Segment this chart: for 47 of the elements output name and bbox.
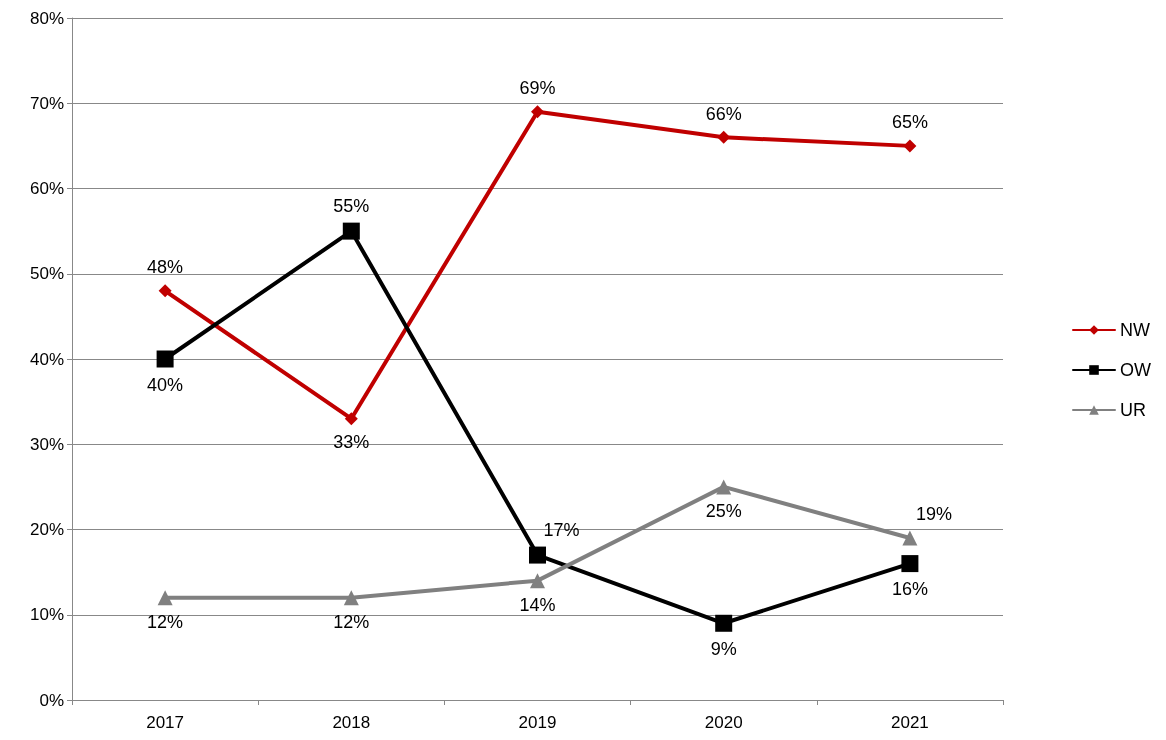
point [158,284,172,298]
data-label: 12% [333,612,370,633]
y-tick-label: 70% [29,93,64,113]
x-tick-label: 2020 [704,713,743,732]
data-label: 14% [519,595,556,616]
point [156,350,174,368]
point [529,546,546,564]
point [901,555,919,573]
y-tick-label: 30% [29,434,64,454]
data-label: 66% [705,103,742,124]
y-tick-label: 40% [29,349,64,369]
point [530,573,545,589]
data-label: 40% [147,374,184,395]
x-tick-label: 2021 [890,713,929,732]
legend-label: NW [1120,320,1151,340]
data-label: 25% [705,501,742,522]
data-label: 12% [147,612,184,633]
data-label: 16% [891,579,928,600]
point [903,139,917,153]
point [717,130,731,144]
y-tick-label: 80% [29,8,64,28]
data-label: 65% [891,112,928,133]
x-tick-label: 2019 [518,713,557,732]
point [343,590,359,606]
data-label: 48% [147,257,184,278]
x-tick-label: 2018 [332,713,371,732]
y-tick-label: 60% [29,179,64,198]
y-tick-label: 0% [39,690,64,710]
data-label: 19% [915,503,952,524]
data-label: 17% [543,519,580,540]
data-label: 55% [333,195,370,216]
point [157,590,173,606]
y-tick-label: 20% [29,520,64,539]
point [531,105,544,119]
point [344,412,358,426]
point [716,479,732,495]
legend-label: UR [1120,400,1147,420]
point [902,530,918,546]
y-tick-label: 10% [29,605,64,625]
data-label: 69% [519,78,556,99]
point [342,222,360,240]
y-tick-label: 50% [29,264,64,284]
legend-label: OW [1120,360,1152,380]
data-label: 9% [710,638,737,659]
point [715,614,733,632]
x-tick-label: 2017 [146,713,185,732]
data-label: 33% [333,432,370,453]
